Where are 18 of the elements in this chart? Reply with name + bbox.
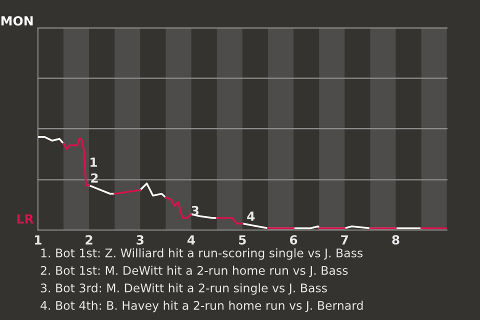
text: 4. Bot 4th: B. Havey hit a 2-run home run vs J. Bernard [40, 300, 363, 312]
text: 1. Bot 1st: Z. Williard hit a run-scoring single vs J. Bass [41, 248, 363, 260]
x-tick-label: 6 [290, 235, 298, 245]
x-tick-label: 7 [341, 235, 348, 244]
x-tick-label: 3 [136, 235, 144, 245]
annotation: 1 [90, 158, 97, 167]
x-tick-label: 8 [392, 235, 400, 245]
annotation: 2 [91, 173, 98, 183]
annotation: 3 [192, 206, 199, 216]
text: 3. Bot 3rd: M. DeWitt hit a 2-run single vs J. Bass [40, 283, 327, 295]
x-tick-label: 5 [239, 235, 246, 245]
x-tick-label: 2 [86, 235, 92, 244]
text: LR [17, 214, 34, 224]
x-tick-label: 1 [34, 235, 42, 244]
x-tick-label: 4 [187, 235, 196, 244]
annotation: 4 [247, 212, 255, 221]
text: MON [1, 16, 33, 26]
text: 2. Bot 1st: M. DeWitt hit a 2-run home run vs J. Bass [40, 266, 348, 278]
